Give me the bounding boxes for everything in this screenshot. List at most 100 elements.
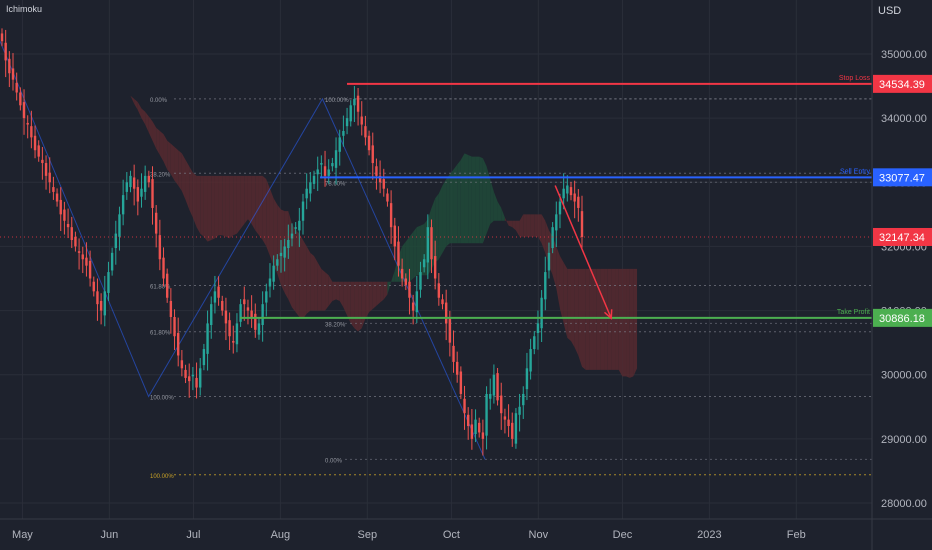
candle-body [55,193,59,202]
time-tick-label: Sep [358,529,378,541]
cloud-segment [582,268,586,370]
cloud-segment [255,175,259,236]
candle-body [331,163,334,167]
candle-body [228,320,231,337]
candle-body [514,413,518,444]
cloud-segment [269,188,274,266]
candle-body [19,92,22,106]
candle-body [485,393,488,436]
candle-body [478,422,481,433]
candle-body [224,310,228,324]
candle-body [408,281,411,298]
cloud-segment [325,272,329,311]
candle-body [48,172,51,183]
cloud-segment [225,175,230,239]
cloud-segment [391,270,395,282]
candle-body [364,126,367,138]
candle-body [522,393,525,406]
candle-body [437,283,441,298]
cloud-segment [174,147,179,186]
cloud-segment [247,175,252,224]
candle-body [459,371,463,394]
cloud-segment [435,193,439,263]
forecast-arrow-head [603,309,613,320]
candle-body [250,310,253,317]
cloud-segment [196,175,201,234]
candle-body [301,201,305,221]
time-tick-label: Nov [529,529,549,541]
candle-body [367,135,371,151]
cloud-segment [207,175,212,242]
candle-body [184,369,187,378]
candle-body [217,286,220,298]
candle-body [125,182,129,192]
cloud-segment [178,150,182,192]
candle-body [489,393,492,399]
cloud-segment [317,262,322,311]
candle-body [503,416,507,420]
cloud-segment [457,159,461,244]
candle-body [140,188,143,197]
time-tick-label: Jul [186,529,200,541]
cloud-segment [137,102,142,119]
candle-body [232,341,235,343]
fib-level-label: 38.20% [325,322,346,328]
candle-body [213,291,217,303]
cloud-segment [350,281,355,329]
trend-zigzag-line [0,40,486,460]
candle-body [533,336,536,350]
candle-body [342,130,345,136]
time-tick-label: Feb [787,529,806,541]
candle-body [74,236,77,247]
candle-body [132,177,136,189]
price-level-label: Take Profit [837,309,870,316]
cloud-segment [145,111,149,133]
candle-body [221,300,224,311]
time-axis[interactable]: May Jun Jul Aug Sep Oct Nov Dec 2023 Feb [12,529,806,541]
cloud-segment [343,281,348,316]
candle-body [268,278,272,287]
cloud-segment [626,268,630,378]
fib-level-label: 78.60% [325,181,346,187]
candle-body [433,256,437,279]
candle-body [422,259,426,268]
candle-body [327,169,330,176]
indicator-label[interactable]: Ichimoku [6,4,43,14]
cloud-segment [567,268,571,342]
candle-body [496,373,499,401]
candle-body [492,374,496,396]
last-price-badge [873,227,932,246]
cloud-segment [593,268,597,370]
time-tick-label: Dec [613,529,633,541]
cloud-segment [258,175,263,241]
cloud-segment [449,169,454,244]
candle-body [243,299,246,305]
candle-body [536,323,540,334]
price-levels: Stop Loss Sell Entry Take Profit [0,75,872,319]
candle-body [290,233,294,239]
candle-body [452,345,455,362]
price-badge-value: 33077.47 [879,172,925,184]
cloud-segment [413,227,417,279]
fib-level-label: 100.00% [325,98,349,104]
cloud-segment [526,214,531,237]
cloud-segment [471,156,476,244]
cloud-segment [244,175,248,224]
candle-body [33,135,37,151]
candle-body [467,414,470,427]
candle-body [63,209,66,221]
candle-body [26,122,29,125]
candle-body [92,281,95,292]
candle-body [334,150,338,168]
cloud-segment [321,268,326,311]
cloud-segment [446,174,450,247]
candle-body [345,118,349,127]
cloud-segment [284,211,289,300]
cloud-segment [596,268,601,370]
cloud-segment [585,268,590,370]
candle-body [375,166,378,176]
candle-body [360,116,363,125]
cloud-segment [633,268,638,377]
